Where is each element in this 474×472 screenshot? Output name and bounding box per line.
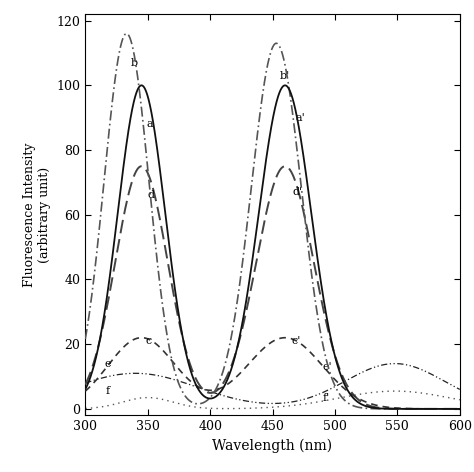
Text: c': c' <box>291 336 301 346</box>
Text: f': f' <box>322 393 330 403</box>
Text: d: d <box>148 190 155 200</box>
Text: e': e' <box>322 362 332 372</box>
Y-axis label: Fluorescence Intensity
(arbitrary unit): Fluorescence Intensity (arbitrary unit) <box>23 143 51 287</box>
Text: e: e <box>104 359 110 369</box>
Text: a: a <box>146 119 153 129</box>
Text: a': a' <box>295 113 305 123</box>
X-axis label: Wavelength (nm): Wavelength (nm) <box>212 439 333 453</box>
Text: c: c <box>145 336 152 346</box>
Text: b: b <box>130 58 137 67</box>
Text: f: f <box>105 386 109 396</box>
Text: d': d' <box>292 187 302 197</box>
Text: b': b' <box>280 71 290 81</box>
